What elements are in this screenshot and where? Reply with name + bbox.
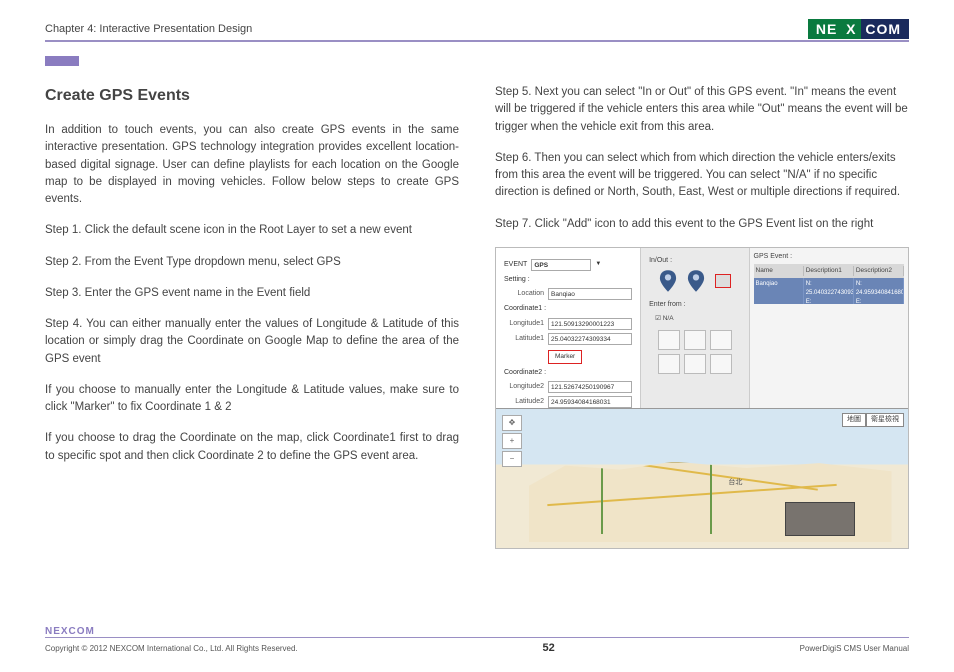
coord2-heading: Coordinate2 : [504, 368, 632, 379]
gps-area-overlay[interactable] [785, 502, 855, 536]
add-event-button[interactable] [715, 274, 731, 288]
step-4: Step 4. You can either manually enter th… [45, 316, 459, 368]
long1-input[interactable]: 121.50913290001223 [548, 318, 632, 330]
nexcom-logo: NE X COM [808, 18, 909, 40]
enterfrom-label: Enter from : [649, 300, 740, 311]
row-desc1: N: 25.0403227430933... E: 121.5091329000… [804, 278, 854, 304]
map-type-tabs: 地圖 衛星檢視 [842, 413, 904, 428]
hdr-desc1: Description1 [804, 266, 854, 276]
city-label: 台北 [728, 478, 742, 489]
event-label: EVENT [504, 260, 527, 271]
location-label: Location [504, 289, 544, 300]
map-controls: ✥ + − [502, 415, 522, 467]
right-column: Step 5. Next you can select "In or Out" … [495, 84, 909, 549]
copyright-text: Copyright © 2012 NEXCOM International Co… [45, 644, 298, 653]
list-row[interactable]: Banqiao N: 25.0403227430933... E: 121.50… [754, 278, 904, 304]
marker1-button[interactable]: Marker [548, 350, 582, 364]
page-footer: NEXCOM Copyright © 2012 NEXCOM Internati… [45, 626, 909, 655]
inout-panel: In/Out : Enter from : ☑ N/A [641, 248, 749, 408]
event-type-dropdown[interactable]: GPS [531, 259, 591, 271]
long2-label: Longitude2 [504, 382, 544, 393]
setting-heading: Setting : [504, 275, 632, 286]
location-input[interactable]: Banqiao [548, 288, 632, 300]
map-tab-map[interactable]: 地圖 [842, 413, 866, 428]
hdr-name: Name [754, 266, 804, 276]
step-2: Step 2. From the Event Type dropdown men… [45, 254, 459, 271]
dir-e[interactable] [710, 354, 732, 374]
hdr-desc2: Description2 [854, 266, 904, 276]
map-landmass: 台北 [529, 462, 892, 543]
content-area: Create GPS Events In addition to touch e… [45, 84, 909, 549]
page-header: Chapter 4: Interactive Presentation Desi… [45, 18, 909, 40]
dir-center [684, 354, 706, 374]
row-name: Banqiao [754, 278, 804, 304]
map-zoom-in[interactable]: + [502, 433, 522, 449]
gps-screenshot: EVENT GPS ▼ Setting : Location Banqiao C… [495, 247, 909, 549]
step-3: Step 3. Enter the GPS event name in the … [45, 285, 459, 302]
inout-label: In/Out : [649, 256, 740, 267]
step-7: Step 7. Click "Add" icon to add this eve… [495, 216, 909, 233]
list-title: GPS Event : [754, 252, 904, 263]
chapter-title: Chapter 4: Interactive Presentation Desi… [45, 23, 252, 35]
step-5: Step 5. Next you can select "In or Out" … [495, 84, 909, 136]
pin-out-icon[interactable] [687, 270, 705, 292]
section-title: Create GPS Events [45, 84, 459, 108]
list-header: Name Description1 Description2 [754, 264, 904, 278]
lat1-label: Latitude1 [504, 334, 544, 345]
screenshot-top-panels: EVENT GPS ▼ Setting : Location Banqiao C… [496, 248, 908, 408]
dir-ne[interactable] [710, 330, 732, 350]
dir-w[interactable] [658, 354, 680, 374]
long2-input[interactable]: 121.52674250190967 [548, 381, 632, 393]
footer-divider [45, 637, 909, 639]
page-number: 52 [543, 642, 555, 654]
lat2-input[interactable]: 24.95934084168031 [548, 396, 632, 408]
section-tab [45, 56, 79, 66]
dir-n[interactable] [684, 330, 706, 350]
intro-paragraph: In addition to touch events, you can als… [45, 122, 459, 208]
footer-logo: NEXCOM [45, 626, 909, 637]
coord1-heading: Coordinate1 : [504, 304, 632, 315]
step-1: Step 1. Click the default scene icon in … [45, 222, 459, 239]
step-4-note-a: If you choose to manually enter the Long… [45, 382, 459, 417]
google-map[interactable]: 台北 ✥ + − 地圖 衛星檢視 [496, 408, 908, 548]
direction-grid [658, 330, 732, 374]
gps-event-list: GPS Event : Name Description1 Descriptio… [750, 248, 908, 408]
pin-in-icon[interactable] [659, 270, 677, 292]
map-tab-satellite[interactable]: 衛星檢視 [866, 413, 904, 428]
header-divider [45, 40, 909, 42]
map-pan-icon[interactable]: ✥ [502, 415, 522, 431]
chevron-down-icon[interactable]: ▼ [595, 260, 601, 269]
logo-part-com: COM [861, 19, 909, 39]
logo-part-x: X [841, 19, 861, 39]
long1-label: Longitude1 [504, 319, 544, 330]
na-checkbox[interactable]: ☑ N/A [655, 314, 740, 324]
lat2-label: Latitude2 [504, 397, 544, 408]
step-6: Step 6. Then you can select which from w… [495, 150, 909, 202]
dir-nw[interactable] [658, 330, 680, 350]
map-zoom-out[interactable]: − [502, 451, 522, 467]
step-4-note-b: If you choose to drag the Coordinate on … [45, 430, 459, 465]
row-desc2: N: 24.9593408416803... E: 121.5267425019… [854, 278, 904, 304]
logo-part-ne: NE [808, 19, 841, 39]
left-column: Create GPS Events In addition to touch e… [45, 84, 459, 549]
settings-panel: EVENT GPS ▼ Setting : Location Banqiao C… [496, 248, 641, 408]
manual-title: PowerDigiS CMS User Manual [800, 644, 909, 653]
lat1-input[interactable]: 25.04032274309334 [548, 333, 632, 345]
